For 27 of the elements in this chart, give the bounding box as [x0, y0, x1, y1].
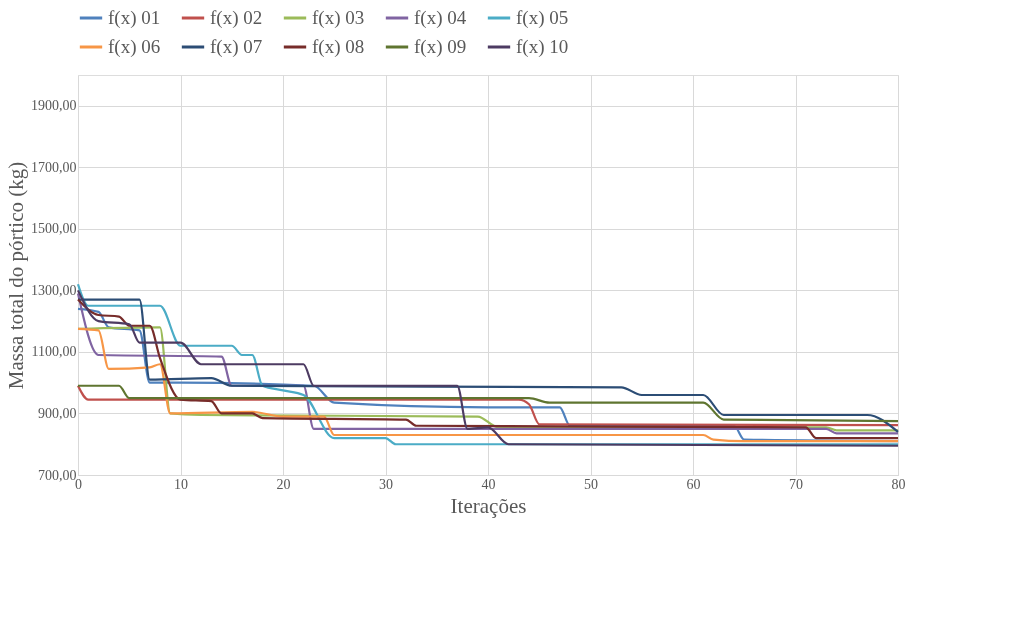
- legend-label: f(x) 07: [210, 36, 263, 58]
- y-tick-label: 900,00: [38, 405, 77, 421]
- x-tick-label: 40: [481, 476, 496, 492]
- y-tick-label: 1100,00: [31, 344, 77, 360]
- legend-label: f(x) 05: [516, 7, 569, 29]
- x-tick-label: 10: [174, 476, 188, 492]
- y-tick-label: 1500,00: [31, 221, 77, 237]
- x-tick-label: 50: [584, 476, 598, 492]
- legend-label: f(x) 01: [108, 7, 161, 29]
- legend-label: f(x) 08: [312, 36, 365, 58]
- y-tick-label: 1300,00: [31, 282, 77, 298]
- y-axis-title: Massa total do pórtico (kg): [4, 161, 28, 390]
- x-tick-label: 80: [891, 476, 906, 492]
- legend-label: f(x) 04: [414, 7, 467, 29]
- x-tick-label: 30: [379, 476, 393, 492]
- y-tick-label: 1700,00: [31, 159, 77, 175]
- legend-label: f(x) 10: [516, 36, 569, 58]
- legend-label: f(x) 02: [210, 7, 263, 29]
- y-tick-label: 1900,00: [31, 98, 77, 114]
- legend-label: f(x) 03: [312, 7, 365, 29]
- x-tick-label: 60: [686, 476, 701, 492]
- legend-label: f(x) 09: [414, 36, 467, 58]
- x-tick-label: 20: [276, 476, 291, 492]
- x-axis-title: Iterações: [450, 493, 527, 518]
- x-tick-label: 70: [789, 476, 803, 492]
- x-tick-label: 0: [75, 476, 82, 492]
- legend-label: f(x) 06: [108, 36, 161, 58]
